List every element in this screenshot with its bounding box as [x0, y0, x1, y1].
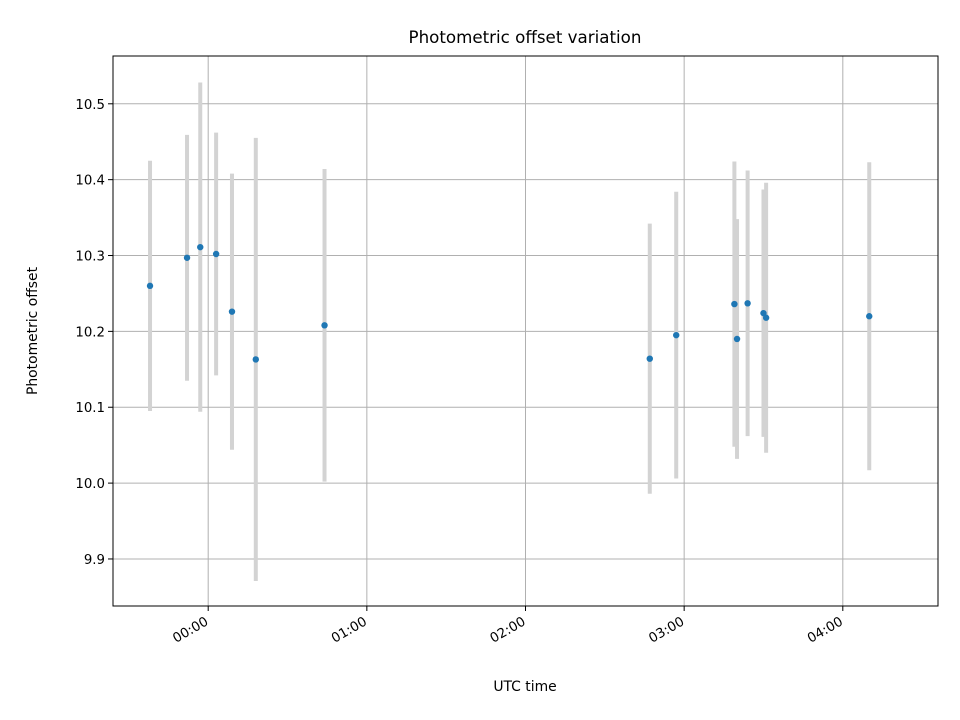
y-tick-label: 10.3 [75, 250, 105, 265]
data-point [212, 250, 220, 258]
y-tick-label: 10.2 [75, 325, 105, 340]
x-axis-title: UTC time [493, 679, 556, 695]
data-point [866, 313, 873, 320]
data-point [731, 300, 738, 308]
data-point [197, 243, 204, 251]
data-point [252, 356, 259, 363]
data-point [183, 254, 191, 261]
grid [113, 56, 938, 606]
data-point [673, 331, 680, 339]
data-point [762, 314, 770, 321]
data-point [646, 355, 653, 362]
data-point [321, 322, 328, 329]
data-point [146, 282, 154, 290]
data-point [744, 300, 751, 307]
y-tick-label: 10.4 [75, 174, 105, 189]
y-tick-label: 10.5 [75, 98, 105, 113]
data-points [146, 243, 873, 363]
y-tick-label: 10.0 [75, 477, 105, 492]
data-point [733, 335, 741, 343]
chart-title: Photometric offset variation [409, 27, 642, 47]
y-tick-label: 10.1 [75, 401, 105, 416]
data-point [228, 308, 236, 315]
y-tick-label: 9.9 [84, 553, 105, 568]
y-axis: 9.9 10.0 10.1 10.2 10.3 10.4 10.5 [75, 98, 113, 568]
y-axis-title: Photometric offset [25, 266, 41, 395]
